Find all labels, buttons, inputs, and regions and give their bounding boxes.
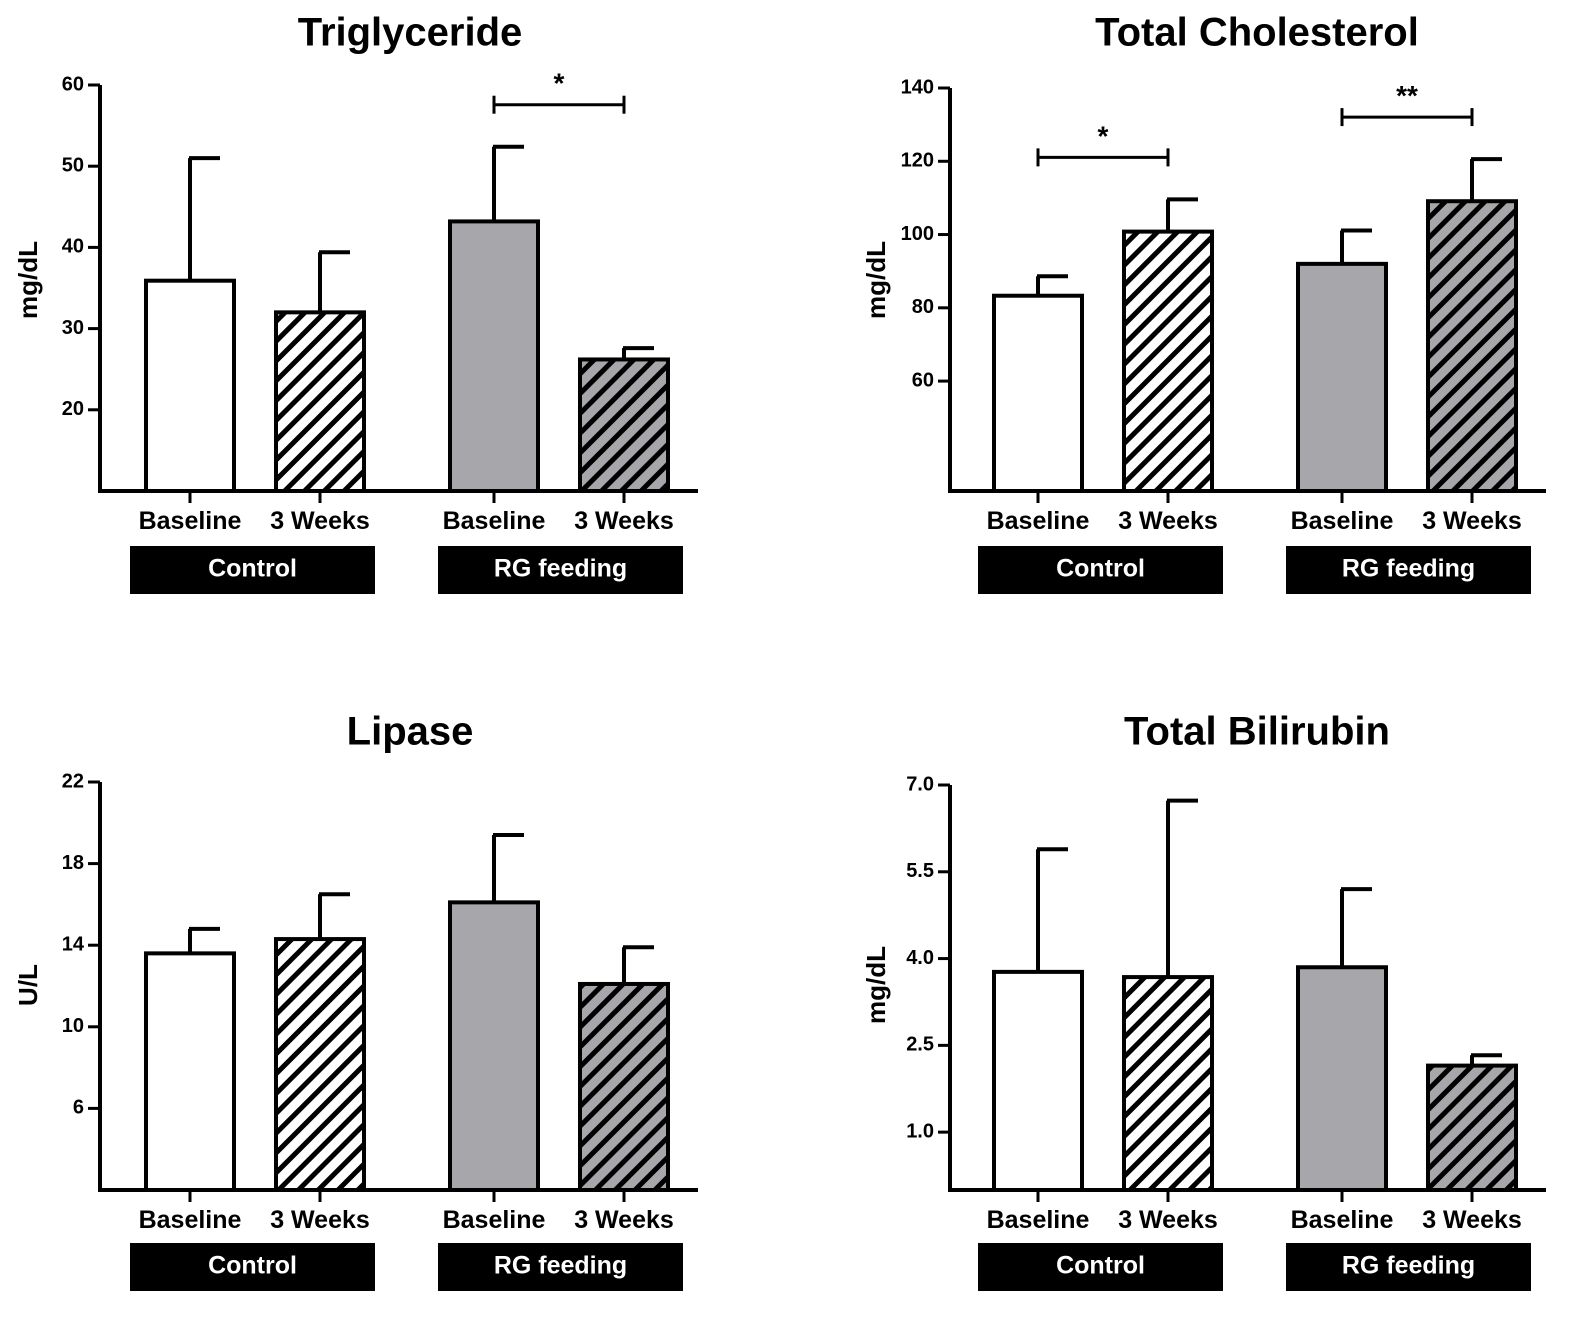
y-tick-label: 60	[62, 73, 84, 95]
x-category-label: Baseline	[443, 507, 546, 535]
y-tick-label: 50	[62, 154, 84, 176]
chart-panel-triglyceride: Triglyceride mg/dL 60 50 40 30 20 Baseline 3 Wee…	[13, 11, 698, 594]
x-category-label: Baseline	[1291, 507, 1394, 535]
y-tick-label: 10	[62, 1015, 84, 1037]
y-tick-label: 2.5	[906, 1034, 934, 1056]
bar-control-3-weeks	[274, 310, 366, 493]
y-tick-label: 14	[62, 933, 85, 955]
bar-control-baseline	[144, 278, 236, 493]
y-tick-label: 20	[62, 398, 84, 420]
chart-title: Lipase	[347, 710, 474, 754]
chart-panel-total-cholesterol: Total Cholesterol mg/dL 140 120 100 80 60 Basel…	[861, 11, 1546, 594]
y-axis-label: mg/dL	[861, 946, 891, 1024]
group-label: RG feeding	[1342, 555, 1475, 583]
bar-rg-feeding-baseline	[1296, 261, 1388, 494]
x-category-label: 3 Weeks	[1422, 1206, 1522, 1234]
significance-label: *	[554, 68, 565, 99]
y-tick-label: 30	[62, 317, 84, 339]
group-label: Control	[208, 555, 297, 583]
x-category-label: Baseline	[987, 507, 1090, 535]
group-label: Control	[1056, 555, 1145, 583]
bar-control-3-weeks	[274, 937, 366, 1193]
x-category-label: Baseline	[443, 1206, 546, 1234]
x-category-label: 3 Weeks	[574, 507, 674, 535]
bar-rg-feeding-3-weeks	[1426, 199, 1518, 493]
chart-panel-total-bilirubin: Total Bilirubin mg/dL 7.0 5.5 4.0 2.5 1.0 Basel…	[861, 710, 1546, 1291]
group-box	[978, 1243, 1223, 1291]
chart-title: Total Cholesterol	[1095, 11, 1419, 55]
group-label: Control	[208, 1252, 297, 1280]
y-axis-label: U/L	[13, 964, 43, 1006]
bar-rg-feeding-3-weeks	[578, 357, 670, 493]
chart-title: Total Bilirubin	[1124, 710, 1390, 754]
chart-title: Triglyceride	[298, 11, 523, 55]
group-box	[438, 1243, 683, 1291]
y-tick-label: 80	[912, 296, 934, 318]
group-box	[1286, 1243, 1531, 1291]
bar-rg-feeding-baseline	[448, 219, 540, 494]
x-category-label: 3 Weeks	[1118, 507, 1218, 535]
bar-rg-feeding-baseline	[1296, 965, 1388, 1192]
bar-control-3-weeks	[1122, 975, 1214, 1192]
group-label: RG feeding	[494, 555, 627, 583]
chart-panel-lipase: Lipase U/L 22 18 14 10 6 Baseline 3 Weeks Baselin…	[13, 710, 698, 1291]
y-tick-label: 6	[73, 1097, 84, 1119]
group-label: RG feeding	[1342, 1252, 1475, 1280]
bar-control-3-weeks	[1122, 229, 1214, 494]
y-tick-label: 120	[901, 150, 934, 172]
group-label: RG feeding	[494, 1252, 627, 1280]
y-tick-label: 5.5	[906, 860, 934, 882]
x-category-label: 3 Weeks	[574, 1206, 674, 1234]
x-category-label: Baseline	[139, 507, 242, 535]
group-box	[130, 1243, 375, 1291]
x-category-label: Baseline	[139, 1206, 242, 1234]
y-tick-label: 7.0	[906, 773, 934, 795]
bar-rg-feeding-baseline	[448, 900, 540, 1192]
y-tick-label: 100	[901, 223, 934, 245]
y-tick-label: 22	[62, 770, 84, 792]
y-tick-label: 1.0	[906, 1120, 934, 1142]
bar-control-baseline	[992, 969, 1084, 1193]
x-category-label: 3 Weeks	[270, 1206, 370, 1234]
x-category-label: 3 Weeks	[270, 507, 370, 535]
x-category-label: 3 Weeks	[1422, 507, 1522, 535]
bar-control-baseline	[144, 951, 236, 1192]
y-tick-label: 18	[62, 852, 84, 874]
bar-rg-feeding-3-weeks	[578, 981, 670, 1193]
significance-label: **	[1396, 80, 1418, 111]
group-label: Control	[1056, 1252, 1145, 1280]
x-category-label: Baseline	[1291, 1206, 1394, 1234]
x-category-label: 3 Weeks	[1118, 1206, 1218, 1234]
y-axis-label: mg/dL	[13, 241, 43, 319]
y-axis-label: mg/dL	[861, 241, 891, 319]
group-box	[1286, 546, 1531, 594]
significance-label: *	[1098, 120, 1109, 151]
x-category-label: Baseline	[987, 1206, 1090, 1234]
group-box	[978, 546, 1223, 594]
bar-control-baseline	[992, 293, 1084, 493]
y-tick-label: 140	[901, 76, 934, 98]
y-tick-label: 60	[912, 369, 934, 391]
bar-rg-feeding-3-weeks	[1426, 1063, 1518, 1193]
y-tick-label: 40	[62, 236, 84, 258]
group-box	[438, 546, 683, 594]
y-tick-label: 4.0	[906, 947, 934, 969]
group-box	[130, 546, 375, 594]
